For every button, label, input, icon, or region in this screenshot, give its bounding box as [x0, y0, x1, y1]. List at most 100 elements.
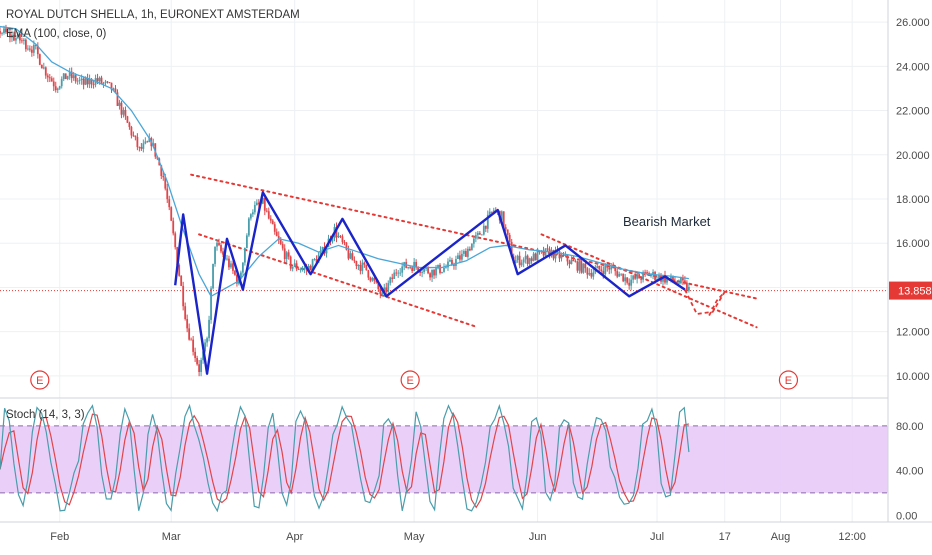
candle-body [38, 54, 41, 65]
candle-body [361, 262, 364, 271]
earnings-marker-circle[interactable] [400, 370, 420, 390]
candle-body [263, 197, 266, 211]
stoch-indicator-label[interactable]: Stoch (14, 3, 3) [6, 409, 85, 421]
candle-body [443, 267, 445, 272]
pattern-zigzag-line[interactable] [174, 191, 686, 375]
candle-body [54, 86, 57, 91]
candle-body [578, 261, 581, 271]
candle-body [78, 79, 81, 81]
ema-line[interactable] [0, 25, 689, 297]
candle-body [128, 122, 131, 127]
candle-body [554, 249, 557, 259]
candle-body [166, 188, 169, 200]
earnings-marker[interactable]: E [778, 370, 799, 390]
candle-body [588, 272, 591, 275]
candle-body [417, 266, 420, 272]
stoch-y-tick-label: 40.00 [896, 466, 924, 478]
candle-body [624, 277, 627, 282]
candle-body [307, 265, 310, 271]
candle-body [530, 258, 533, 261]
candle-body [255, 202, 258, 206]
earnings-marker-circle[interactable] [30, 370, 50, 390]
candle-body [622, 273, 625, 282]
candle-body [311, 259, 314, 271]
candle-body [468, 248, 471, 251]
candle-body [295, 263, 298, 270]
candle-body [309, 265, 312, 271]
candle-body [373, 277, 376, 281]
earnings-marker-circle[interactable] [778, 370, 799, 390]
candle-body [371, 277, 374, 281]
candle-body [470, 243, 473, 251]
candle-body [411, 267, 414, 272]
projection-dashed-line[interactable] [684, 289, 726, 317]
candle-body [299, 269, 302, 271]
candle-body [160, 165, 163, 177]
x-tick-label: Apr [286, 531, 303, 543]
candle-body [602, 270, 605, 275]
candle-body [576, 261, 579, 271]
candle-body [514, 259, 517, 264]
candle-body [363, 262, 366, 265]
candle-body [598, 265, 601, 270]
candle-body [522, 259, 525, 263]
candle-body [204, 342, 206, 352]
candle-body [582, 263, 585, 273]
candle-body [399, 272, 402, 274]
candle-body [636, 274, 639, 279]
candle-body [387, 283, 390, 292]
candle-body [17, 33, 19, 39]
candle-body [234, 270, 236, 275]
candle-body [610, 266, 613, 270]
stoch-d-line [0, 411, 690, 509]
candle-body [62, 73, 65, 80]
candle-body [377, 282, 380, 290]
candle-body [518, 255, 521, 266]
candle-body [560, 254, 563, 259]
candle-body [168, 199, 171, 208]
candle-body [664, 275, 666, 283]
earnings-marker[interactable]: E [30, 370, 50, 390]
candle-body [98, 77, 101, 82]
candle-body [265, 210, 268, 212]
earnings-marker-label: E [406, 375, 413, 387]
candle-body [26, 48, 29, 50]
candle-body [106, 81, 109, 83]
candle-body [375, 280, 378, 283]
candle-body [271, 220, 274, 225]
candle-body [425, 268, 427, 269]
candle-body [68, 71, 71, 77]
y-tick-label: 18.000 [896, 194, 930, 206]
earnings-marker[interactable]: E [400, 370, 420, 390]
candle-body [445, 267, 447, 269]
candle-body [74, 75, 77, 82]
candle-body [472, 238, 475, 244]
candle-body [618, 273, 621, 277]
candle-body [208, 319, 210, 339]
candle-body [287, 252, 290, 257]
candle-body [478, 232, 481, 235]
candle-body [484, 225, 487, 229]
candle-body [267, 211, 270, 219]
candle-body [538, 251, 541, 253]
candle-body [228, 258, 230, 268]
candle-body [490, 211, 493, 213]
candle-body [343, 242, 346, 243]
candle-body [506, 229, 509, 235]
candle-body [261, 197, 264, 204]
candle-body [674, 280, 676, 282]
price-axis-bg [889, 0, 932, 550]
candle-body [568, 261, 571, 265]
candle-body [116, 92, 119, 106]
candle-body [614, 267, 617, 272]
candle-body [32, 44, 35, 53]
stoch-y-tick-label: 80.00 [896, 421, 924, 433]
candle-body [297, 269, 300, 270]
ema-indicator-label[interactable]: EMA (100, close, 0) [6, 28, 107, 40]
candle-body [44, 67, 47, 76]
candle-body [5, 28, 7, 33]
candle-body [82, 78, 85, 85]
candle-body [339, 235, 342, 237]
